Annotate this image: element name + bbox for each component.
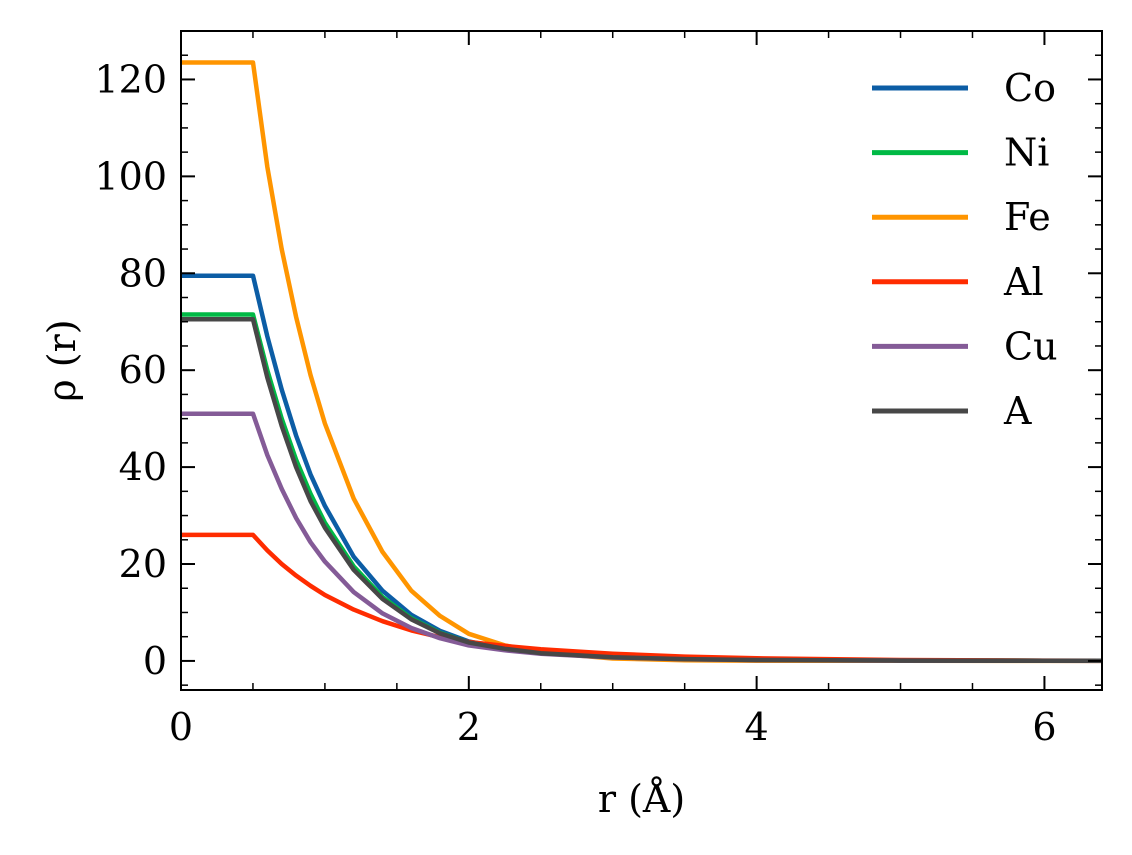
legend-label-a: A <box>1003 389 1032 433</box>
series-line-ni <box>181 312 1102 664</box>
series-line-cu <box>181 411 1102 664</box>
y-tick-label: 20 <box>119 542 167 586</box>
legend-label-ni: Ni <box>1004 131 1049 175</box>
legend-label-cu: Cu <box>1004 324 1058 368</box>
x-tick-label: 2 <box>457 705 481 749</box>
y-tick-label: 120 <box>94 57 167 101</box>
y-tick-label: 40 <box>119 445 167 489</box>
x-tick-label: 0 <box>169 705 193 749</box>
legend-label-co: Co <box>1004 66 1056 110</box>
series-line-co <box>181 273 1102 664</box>
y-tick-label: 60 <box>119 348 167 392</box>
plot-area <box>181 60 1102 664</box>
series-line-a <box>181 317 1102 664</box>
legend: Co Ni Fe Al Cu A <box>872 66 1058 433</box>
y-axis-label: ρ (r) <box>40 319 84 401</box>
plot-frame <box>180 30 1103 691</box>
y-tick-label: 0 <box>143 639 167 683</box>
x-tick-label: 4 <box>745 705 769 749</box>
y-tick-label: 100 <box>94 154 167 198</box>
y-tick-label: 80 <box>119 251 167 295</box>
legend-label-al: Al <box>1003 260 1044 304</box>
legend-label-fe: Fe <box>1004 195 1051 239</box>
x-axis-label: r (Å) <box>598 777 685 821</box>
x-tick-label: 6 <box>1032 705 1056 749</box>
